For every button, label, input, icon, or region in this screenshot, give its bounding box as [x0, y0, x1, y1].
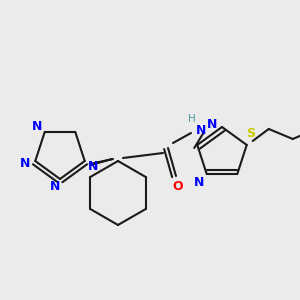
Text: N: N — [88, 160, 98, 172]
Text: N: N — [196, 124, 206, 136]
Text: N: N — [32, 121, 42, 134]
Text: N: N — [50, 181, 60, 194]
Text: S: S — [246, 128, 255, 140]
Text: N: N — [20, 157, 31, 169]
Text: O: O — [173, 179, 183, 193]
Text: N: N — [207, 118, 217, 131]
Text: N: N — [194, 176, 204, 188]
Text: H: H — [188, 114, 196, 124]
